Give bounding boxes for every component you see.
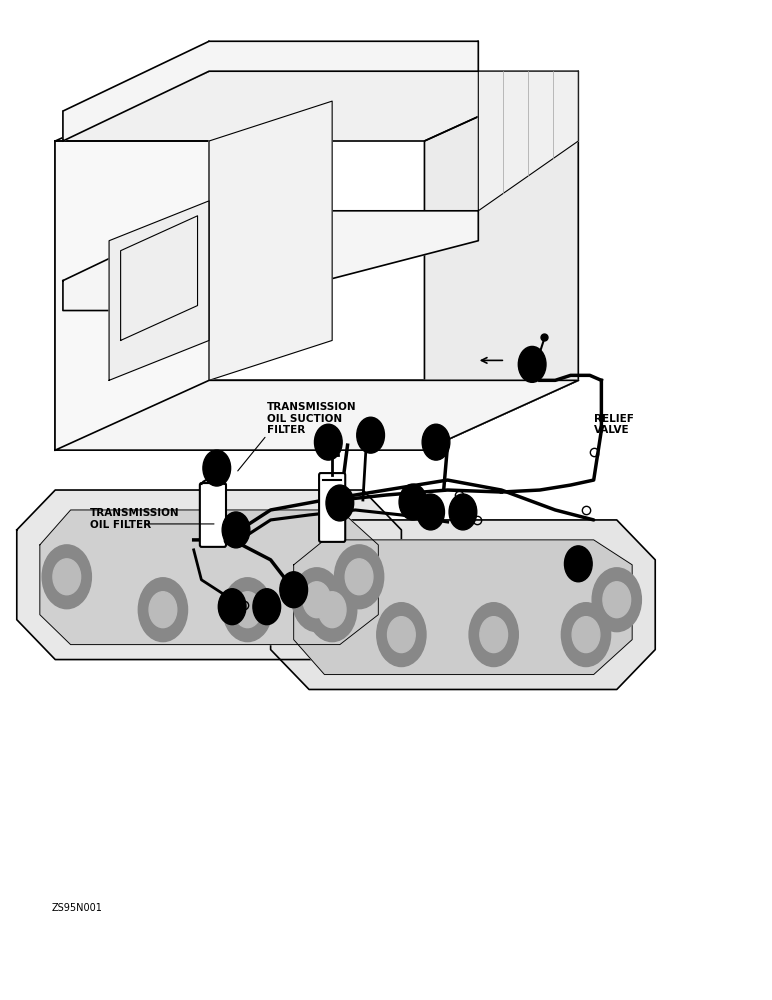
Text: ZS95N001: ZS95N001 xyxy=(52,903,102,913)
Polygon shape xyxy=(425,71,578,450)
Circle shape xyxy=(388,617,415,653)
Polygon shape xyxy=(63,211,479,311)
Polygon shape xyxy=(17,490,401,660)
Circle shape xyxy=(218,589,246,625)
Text: 9: 9 xyxy=(367,430,374,440)
Polygon shape xyxy=(109,201,209,380)
Circle shape xyxy=(326,485,354,521)
Text: 4: 4 xyxy=(214,463,220,473)
Polygon shape xyxy=(56,71,578,141)
Circle shape xyxy=(307,578,357,642)
Circle shape xyxy=(377,603,426,667)
Circle shape xyxy=(345,559,373,595)
Circle shape xyxy=(572,617,600,653)
Text: 8: 8 xyxy=(337,498,343,508)
Text: 11: 11 xyxy=(572,559,584,569)
Circle shape xyxy=(417,494,445,530)
Circle shape xyxy=(603,582,631,618)
Text: 10: 10 xyxy=(407,497,419,507)
Circle shape xyxy=(422,424,450,460)
Text: RELIEF
VALVE: RELIEF VALVE xyxy=(594,414,634,435)
Circle shape xyxy=(223,578,273,642)
Polygon shape xyxy=(63,41,479,141)
Circle shape xyxy=(138,578,188,642)
Circle shape xyxy=(292,568,341,632)
Polygon shape xyxy=(271,520,655,689)
Text: 12: 12 xyxy=(526,359,538,369)
Circle shape xyxy=(592,568,642,632)
Text: 13: 13 xyxy=(430,437,442,447)
Circle shape xyxy=(561,603,611,667)
Circle shape xyxy=(480,617,507,653)
Text: 1: 1 xyxy=(229,602,235,612)
Polygon shape xyxy=(56,380,578,450)
Circle shape xyxy=(203,450,231,486)
Circle shape xyxy=(318,592,346,628)
Text: 5: 5 xyxy=(233,525,239,535)
Text: 6: 6 xyxy=(290,585,296,595)
Circle shape xyxy=(564,546,592,582)
Circle shape xyxy=(334,545,384,609)
Text: 2: 2 xyxy=(264,602,270,612)
Text: 7: 7 xyxy=(460,507,466,517)
Text: 3: 3 xyxy=(325,437,331,447)
Polygon shape xyxy=(56,141,209,450)
Circle shape xyxy=(314,424,342,460)
Polygon shape xyxy=(479,71,578,211)
Circle shape xyxy=(42,545,91,609)
Circle shape xyxy=(518,346,546,382)
Circle shape xyxy=(53,559,80,595)
Circle shape xyxy=(449,494,477,530)
FancyBboxPatch shape xyxy=(319,473,345,542)
FancyBboxPatch shape xyxy=(200,483,226,547)
Polygon shape xyxy=(40,510,378,645)
Circle shape xyxy=(303,582,330,618)
Circle shape xyxy=(222,512,250,548)
Circle shape xyxy=(279,572,307,608)
Circle shape xyxy=(399,484,427,520)
Text: 14: 14 xyxy=(425,507,437,517)
Circle shape xyxy=(149,592,177,628)
Text: TRANSMISSION
OIL SUCTION
FILTER: TRANSMISSION OIL SUCTION FILTER xyxy=(267,402,357,435)
Circle shape xyxy=(469,603,518,667)
Circle shape xyxy=(253,589,280,625)
Polygon shape xyxy=(293,540,632,675)
Text: TRANSMISSION
OIL FILTER: TRANSMISSION OIL FILTER xyxy=(90,508,179,530)
Circle shape xyxy=(234,592,262,628)
Polygon shape xyxy=(209,101,332,380)
Circle shape xyxy=(357,417,384,453)
